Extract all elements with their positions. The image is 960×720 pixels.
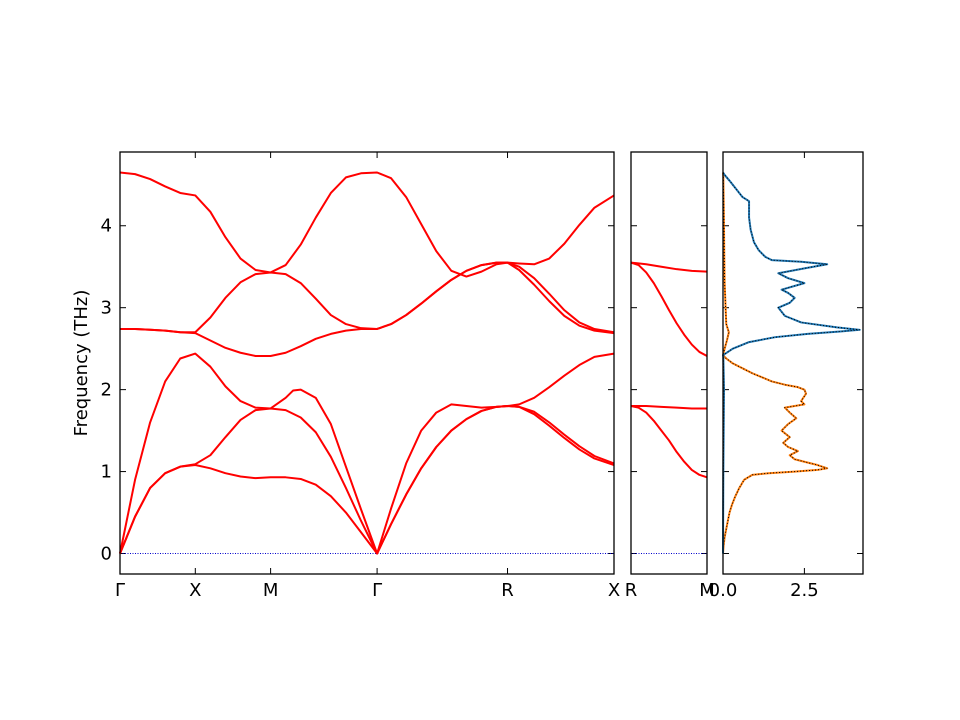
band-right-band-3	[630, 261, 708, 273]
band-right-band-0	[630, 405, 708, 479]
ytick-label-4: 4	[101, 216, 112, 237]
dos-panel: 0.0 2.5	[709, 151, 864, 601]
band-main-band-3	[120, 261, 615, 358]
dos-frame	[722, 151, 864, 575]
dos-xtick-label-1: 2.5	[790, 580, 819, 601]
band-main-band-1	[119, 405, 615, 555]
band-main-qlabel-2: M	[263, 580, 279, 601]
band-main-band-5	[119, 171, 615, 278]
band-right-frame	[630, 151, 708, 575]
band-main-qlabel-3: Γ	[372, 580, 382, 601]
dos-xtick-label-0: 0.0	[709, 580, 738, 601]
dos-series-1	[722, 171, 861, 554]
band-main-band-0	[119, 405, 615, 555]
band-main-band-4	[120, 261, 615, 335]
ytick-label-0: 0	[101, 544, 112, 565]
band-right-band-1	[631, 405, 707, 410]
band-panel-main: 0 1 2 3 4 Γ X M Γ R X	[101, 151, 620, 601]
dos-series-0-overlay	[722, 172, 828, 554]
band-right-qlabel-0: R	[625, 580, 638, 601]
band-right-band-2	[630, 261, 708, 357]
band-main-band-2	[119, 352, 615, 555]
y-axis-label: Frequency (THz)	[71, 290, 92, 437]
ytick-label-2: 2	[101, 380, 112, 401]
band-main-qlabel-0: Γ	[115, 580, 125, 601]
dos-series-1-overlay	[722, 172, 860, 554]
band-right-qlabel-1: M	[699, 580, 715, 601]
ytick-label-3: 3	[101, 298, 112, 319]
band-main-qlabel-4: R	[501, 580, 514, 601]
ytick-label-1: 1	[101, 462, 112, 483]
band-main-frame	[119, 151, 615, 575]
band-main-qlabel-1: X	[189, 580, 201, 601]
dos-series-0	[722, 172, 829, 554]
band-main-qlabel-5: X	[608, 580, 620, 601]
